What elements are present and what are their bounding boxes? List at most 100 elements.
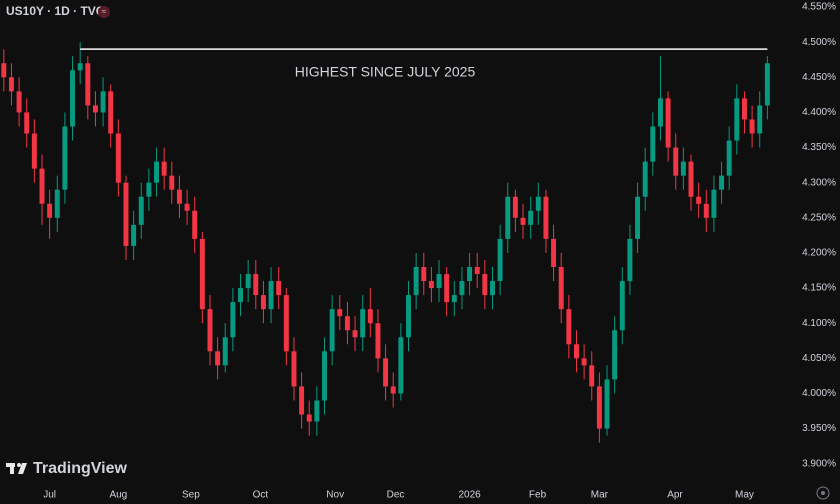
candle-body (528, 210, 534, 225)
candle-body (604, 379, 610, 429)
settings-button[interactable] (816, 486, 830, 500)
candle-body (696, 196, 702, 204)
y-tick-label: 3.950% (802, 423, 836, 434)
annotation: HIGHEST SINCE JULY 2025 (295, 64, 476, 80)
candle-body (215, 351, 221, 366)
candle-body (176, 189, 182, 204)
candle-body (573, 344, 579, 359)
settings-button-dot[interactable] (821, 491, 825, 495)
candle-body (199, 238, 205, 310)
candle-body (8, 77, 14, 92)
x-tick-label: Oct (253, 490, 269, 501)
candle-body (108, 91, 114, 134)
candle-body (688, 161, 694, 197)
x-tick-label: Sep (182, 490, 200, 501)
candle-body (474, 266, 480, 275)
candle-body (299, 386, 305, 415)
candle-body (673, 147, 679, 176)
candle-body (543, 196, 549, 239)
candle-body (253, 274, 259, 296)
candle-body (657, 98, 663, 127)
logo-shape (18, 463, 27, 474)
y-tick-label: 4.050% (802, 353, 836, 364)
candle-body (428, 281, 434, 289)
candle-body (719, 175, 725, 190)
candle-body (749, 119, 755, 134)
x-tick-label: Aug (109, 490, 127, 501)
candle-body (375, 323, 381, 359)
candle-body (62, 126, 68, 190)
candle-body (207, 309, 213, 352)
candle-body (154, 161, 160, 183)
candle-body (54, 189, 60, 218)
candle-body (596, 386, 602, 429)
y-tick-label: 4.000% (802, 388, 836, 399)
brand-logo: TradingView (6, 460, 128, 477)
y-tick-label: 4.550% (802, 2, 836, 13)
candle-body (268, 281, 274, 310)
candle-body (70, 70, 76, 127)
candle-body (1, 63, 7, 78)
candle-body (589, 365, 595, 387)
y-tick-label: 4.400% (802, 107, 836, 118)
candle-body (680, 161, 686, 176)
candle-body (24, 112, 30, 134)
candle-body (230, 302, 236, 338)
candle-body (360, 309, 366, 338)
candle-body (352, 330, 358, 338)
x-tick-label: Dec (387, 490, 405, 501)
candle-body (283, 295, 289, 352)
candle-body (31, 133, 37, 169)
x-tick-label: 2026 (458, 490, 481, 501)
candle-body (16, 91, 22, 113)
candle-body (535, 196, 541, 211)
candle-body (566, 309, 572, 345)
candle-body (291, 351, 297, 387)
candle-body (635, 196, 641, 239)
candle-body (398, 337, 404, 394)
candle-body (451, 295, 457, 303)
candle-body (146, 182, 152, 197)
y-tick-label: 4.350% (802, 142, 836, 153)
candle-body (169, 175, 175, 190)
x-tick-label: Jul (43, 490, 56, 501)
y-tick-label: 4.250% (802, 212, 836, 223)
y-tick-label: 4.200% (802, 248, 836, 259)
candle-body (344, 316, 350, 331)
candle-body (322, 351, 327, 401)
candle-body (482, 274, 488, 296)
chart-title: US10Y · 1D · TVC (6, 4, 105, 18)
candle-body (92, 105, 98, 113)
candle-body (665, 98, 671, 148)
candle-body (490, 281, 495, 296)
candle-body (764, 63, 770, 106)
y-tick-label: 4.500% (802, 37, 836, 48)
candle-body (184, 203, 190, 211)
candle-body (406, 295, 411, 338)
candle-body (390, 386, 396, 394)
symbol-icon-glyph: ≈ (102, 7, 107, 16)
candle-body (551, 238, 557, 267)
candle-body (505, 196, 511, 239)
symbol-icon (98, 6, 110, 18)
candle-body (314, 400, 320, 422)
candle-body (238, 288, 243, 303)
x-tick-label: Mar (591, 490, 609, 501)
candle-body (39, 168, 45, 204)
candle-body (520, 217, 526, 225)
candle-body (123, 182, 129, 246)
candle-body (100, 91, 106, 113)
candle-body (703, 203, 709, 218)
candle-body (512, 196, 518, 218)
candle-body (627, 238, 633, 282)
candle-body (497, 238, 503, 282)
candle-body (413, 266, 419, 296)
candle-body (467, 266, 473, 282)
candle-body (138, 196, 144, 225)
candle-body (444, 274, 450, 303)
candle-body (329, 309, 335, 352)
candle-body (276, 281, 282, 296)
candle-body (734, 98, 740, 141)
